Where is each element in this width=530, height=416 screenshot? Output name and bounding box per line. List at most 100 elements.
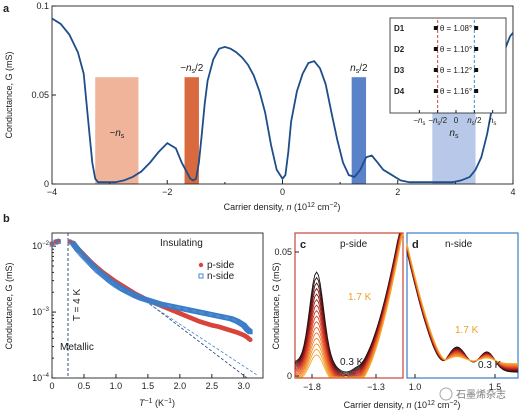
panel-d: d n-side 1.7 K 0.3 K 1.0 1.5 bbox=[406, 232, 519, 392]
inset-marker-right bbox=[474, 89, 479, 93]
panel-b-frame bbox=[51, 232, 264, 379]
panel-b: b 0 0.5 1.0 1.5 2.0 2.5 3.0 10−2 10−3 10−4 T = 4 … bbox=[3, 213, 264, 408]
point-n-side bbox=[55, 239, 61, 244]
panel-c-ticks: −1.8 −1.3 0 0.05 bbox=[274, 247, 384, 392]
panel-c-ylabel: Conductance, G (mS) bbox=[271, 262, 281, 349]
inset-row-theta: θ = 1.16° bbox=[440, 87, 472, 96]
xtick-label-d: 1.0 bbox=[409, 382, 422, 392]
xtick-label-b: 2.0 bbox=[174, 381, 187, 391]
panels-cd-xlabel: Carrier density, n (1012 cm−2) bbox=[344, 400, 461, 410]
inset-row-theta: θ = 1.10° bbox=[440, 45, 472, 54]
ytick-label-b: 10−4 bbox=[32, 373, 50, 383]
panel-a-ticks: −4 −2 0 2 4 0 0.05 0.1 bbox=[31, 1, 515, 197]
xtick-label-a: 4 bbox=[510, 187, 515, 197]
inset-xtick-label: 0 bbox=[454, 116, 459, 125]
point-n-side bbox=[53, 239, 59, 245]
legend-label: n-side bbox=[207, 271, 235, 282]
fit-line-n bbox=[141, 298, 257, 376]
panel-a: a −4 −2 0 2 400.050.1 −ns−ns/2 ns/2ns Conduct… bbox=[3, 1, 516, 212]
curve-n-side bbox=[406, 243, 518, 365]
band-label-2: ns/2 bbox=[350, 63, 368, 75]
ytick-label-c: 0 bbox=[287, 371, 292, 381]
point-n-side bbox=[247, 329, 253, 335]
panel-b-ticks: 0 0.5 1.0 1.5 2.0 2.5 3.0 10−2 10−3 10−4 bbox=[32, 241, 250, 391]
ytick-label-b: 10−3 bbox=[32, 307, 50, 317]
inset-marker-left bbox=[433, 47, 438, 51]
panel-d-cold-label: 0.3 K bbox=[478, 360, 502, 371]
panel-d-curves bbox=[406, 243, 519, 373]
panel-b-xlabel: T−1 (K−1) bbox=[139, 398, 175, 408]
inset-marker-left bbox=[433, 89, 438, 93]
band-1 bbox=[184, 77, 199, 184]
inset-marker-right bbox=[474, 26, 479, 30]
watermark-text: 石墨烯杂志 bbox=[456, 388, 506, 401]
xtick-label-b: 0 bbox=[49, 381, 54, 391]
inset-xtick-label: ns/2 bbox=[467, 116, 482, 127]
inset-row-theta: θ = 1.08° bbox=[440, 24, 472, 33]
panel-a-ylabel: Conductance, G (mS) bbox=[4, 51, 14, 138]
xtick-label-b: 1.5 bbox=[142, 381, 155, 391]
xtick-label-a: 0 bbox=[280, 187, 285, 197]
xtick-label-b: 0.5 bbox=[78, 381, 91, 391]
inset-marker-right bbox=[474, 68, 479, 72]
panel-c: c p-side 1.7 K 0.3 K −1.8 −1.3 0 0.05 Condu… bbox=[271, 232, 404, 392]
point-n-side bbox=[247, 329, 253, 334]
panel-c-cold-label: 0.3 K bbox=[340, 357, 364, 368]
xtick-label-b: 2.5 bbox=[206, 381, 219, 391]
panel-a-label: a bbox=[3, 3, 10, 15]
panel-a-conductance-line bbox=[51, 17, 514, 184]
xtick-label-a: −4 bbox=[47, 187, 57, 197]
wechat-icon bbox=[439, 387, 453, 401]
inset-row-theta: θ = 1.12° bbox=[440, 66, 472, 75]
panel-b-fit-lines bbox=[141, 297, 257, 379]
band-0 bbox=[95, 77, 139, 184]
xtick-label-d: 1.5 bbox=[489, 382, 502, 392]
xtick-label-a: −2 bbox=[162, 187, 172, 197]
inset-frame bbox=[389, 17, 507, 114]
band-2 bbox=[351, 77, 367, 184]
xtick-label-b: 1.0 bbox=[110, 381, 123, 391]
point-n-side bbox=[246, 328, 252, 334]
xtick-label-c: −1.8 bbox=[303, 382, 321, 392]
inset-row-id: D1 bbox=[394, 24, 405, 33]
panel-b-label: b bbox=[3, 213, 10, 225]
inset-row-id: D4 bbox=[394, 87, 405, 96]
inset-marker-left bbox=[433, 26, 438, 30]
band-label-3: ns bbox=[449, 128, 459, 140]
point-p-side bbox=[247, 337, 253, 343]
panel-d-hot-label: 1.7 K bbox=[455, 325, 479, 336]
inset-row-id: D3 bbox=[394, 66, 405, 75]
panel-d-ticks: 1.0 1.5 bbox=[409, 374, 502, 392]
inset-marker-left bbox=[433, 68, 438, 72]
inset-content: D1 θ = 1.08° D2 θ = 1.10° D3 θ = 1.12° D4 θ = 1… bbox=[394, 20, 496, 127]
ytick-label-c: 0.05 bbox=[274, 247, 292, 257]
ytick-label-a: 0 bbox=[44, 179, 49, 189]
xtick-label-c: −1.3 bbox=[367, 382, 385, 392]
ytick-label-a: 0.1 bbox=[36, 1, 49, 11]
panel-c-hot-label: 1.7 K bbox=[348, 292, 372, 303]
watermark: 石墨烯杂志 bbox=[439, 387, 506, 401]
ytick-label-b: 10−2 bbox=[32, 241, 50, 251]
legend-marker-p-side bbox=[198, 262, 204, 268]
panel-b-points bbox=[49, 238, 253, 343]
panel-d-title: n-side bbox=[445, 239, 473, 250]
band-label-0: −ns bbox=[109, 128, 124, 140]
inset-marker-right bbox=[474, 47, 479, 51]
xtick-label-b: 3.0 bbox=[238, 381, 251, 391]
curve-p-side bbox=[295, 233, 404, 378]
panel-c-curves bbox=[294, 233, 404, 378]
panel-b-4k-label: T = 4 K bbox=[72, 289, 83, 322]
inset-xtick-label: −ns/2 bbox=[428, 116, 447, 127]
panel-b-metallic-label: Metallic bbox=[60, 342, 94, 353]
inset-xtick-label: ns bbox=[489, 116, 496, 127]
inset-row-id: D2 bbox=[394, 45, 405, 54]
panel-a-band-labels: −ns−ns/2 ns/2ns bbox=[109, 63, 459, 140]
legend-label: p-side bbox=[207, 260, 235, 271]
panel-d-label: d bbox=[412, 239, 419, 251]
inset-xtick-label: −ns bbox=[413, 116, 425, 127]
panel-c-label: c bbox=[300, 239, 306, 251]
panel-c-title: p-side bbox=[340, 239, 368, 250]
point-n-side bbox=[246, 328, 252, 333]
